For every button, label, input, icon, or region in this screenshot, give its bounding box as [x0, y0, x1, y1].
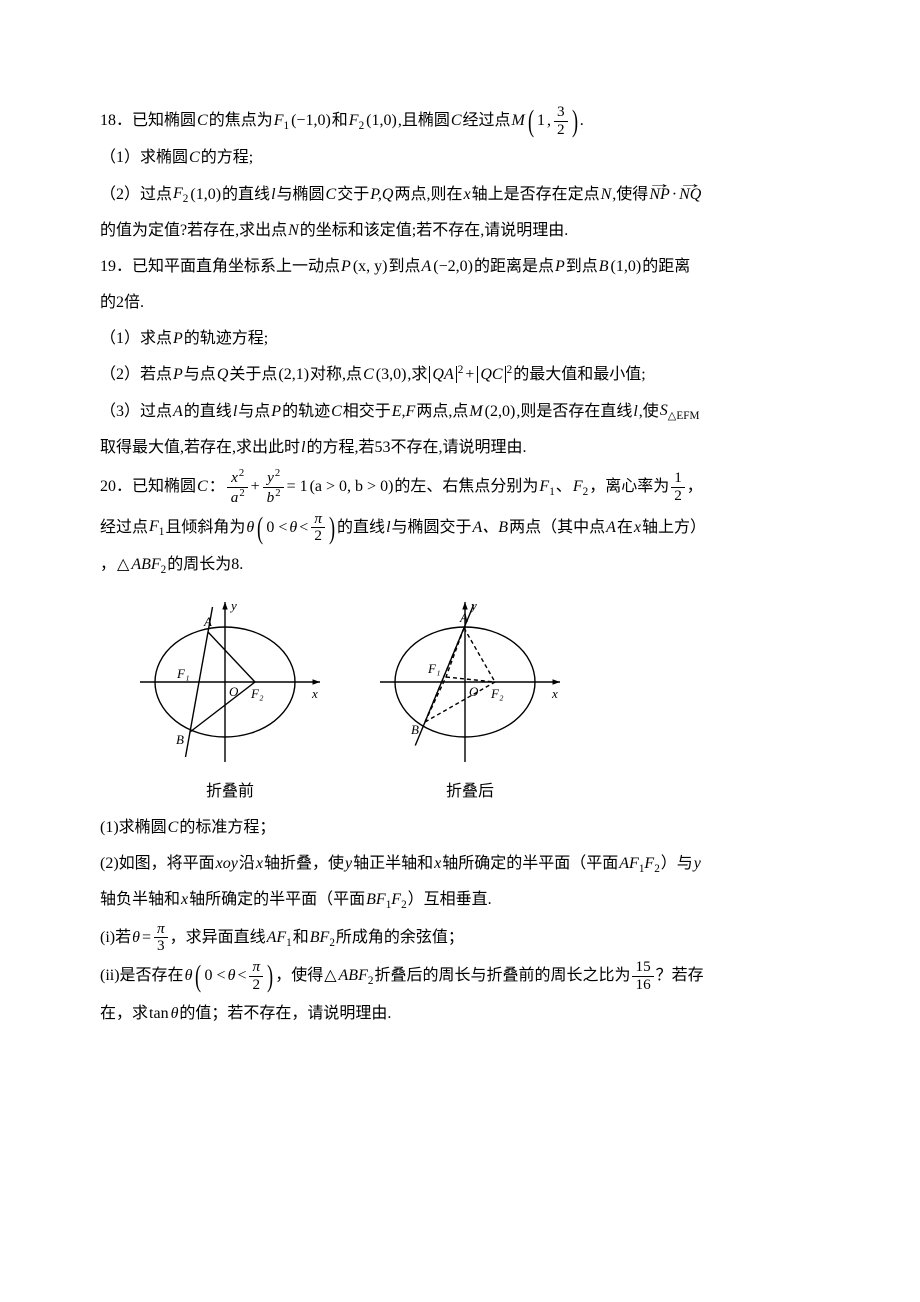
- q18-p1: （1）求椭圆 C 的方程;: [100, 142, 830, 174]
- q18-line1: 18． 已知椭圆 C 的焦点为 F1 (−1,0) 和 F2 (1,0) ,且椭…: [100, 104, 830, 138]
- svg-text:B: B: [411, 722, 419, 737]
- q19-num: 19．: [100, 251, 132, 283]
- q20-num: 20．: [100, 471, 132, 503]
- q20-pii-l1: (ii)是否存在 θ ( 0 < θ < π2 ) ，使得 △ ABF2 折叠后…: [100, 959, 830, 993]
- svg-text:F₁: F₁: [176, 666, 189, 681]
- ellipse-eq-y: y2 b2: [263, 468, 284, 507]
- q20-line2: 经过点 F1 且倾斜角为 θ ( 0 < θ < π2 ) 的直线 l 与椭圆交…: [100, 511, 830, 545]
- q19-p3-l2: 取得最大值,若存在,求出此时 l 的方程,若53不存在,请说明理由.: [100, 432, 830, 464]
- q18-p2-l2: 的值为定值?若存在,求出点 N 的坐标和该定值;若不存在,请说明理由.: [100, 215, 830, 247]
- q20-line3: ， △ ABF2 的周长为8.: [100, 549, 830, 582]
- q18-p2-l1: （2）过点 F2 (1,0) 的直线 l 与椭圆 C 交于 P,Q 两点,则在 …: [100, 178, 830, 211]
- eccentricity: 12: [671, 470, 685, 504]
- figure-after-fold: yxOABF₁F₂ 折叠后: [370, 592, 570, 808]
- svg-text:B: B: [176, 732, 184, 747]
- svg-text:F₂: F₂: [250, 686, 264, 701]
- svg-text:A: A: [459, 610, 468, 625]
- svg-text:x: x: [551, 686, 558, 701]
- q20-p2-l2: 轴负半轴和 x 轴所确定的半平面（平面 BF1F2 ）互相垂直.: [100, 884, 830, 917]
- svg-text:F₂: F₂: [490, 686, 504, 701]
- q20-pii-l2: 在，求 tan θ 的值；若不存在，请说明理由.: [100, 998, 830, 1030]
- q19-p3-l1: （3）过点 A 的直线 l 与点 P 的轨迹 C 相交于 E,F 两点,点 M …: [100, 395, 830, 428]
- q20-pi: (i)若 θ = π3 ，求异面直线 AF1 和 BF2 所成角的余弦值；: [100, 921, 830, 955]
- q19-p2: （2）若点 P 与点 Q 关于点 (2,1) 对称,点 C (3,0) ,求 Q…: [100, 359, 830, 391]
- svg-text:F₁: F₁: [427, 661, 440, 676]
- q18-num: 18．: [100, 105, 132, 137]
- svg-text:A: A: [203, 614, 212, 629]
- svg-text:y: y: [229, 598, 237, 613]
- svg-text:O: O: [229, 684, 239, 699]
- q19-p1: （1）求点 P 的轨迹方程;: [100, 323, 830, 355]
- vector-NQ: NQ: [678, 179, 702, 211]
- q19-line1: 19． 已知平面直角坐标系上一动点 P (x, y) 到点 A (−2,0) 的…: [100, 251, 830, 283]
- svg-text:y: y: [469, 598, 477, 613]
- figure-2-svg: y x O A B F₁ F₂: [370, 592, 570, 762]
- svg-text:O: O: [469, 684, 479, 699]
- ellipse-eq-x: x2 a2: [227, 468, 248, 507]
- q20-p1: (1)求椭圆 C 的标准方程；: [100, 812, 830, 844]
- q20-figures: yxOABF₁F₂ 折叠前 yxOABF₁F₂ 折叠后: [130, 592, 830, 808]
- q20-line1: 20． 已知椭圆 C ： x2 a2 + y2 b2 = 1 (a > 0, b…: [100, 468, 830, 507]
- q20-p2-l1: (2)如图，将平面 xoy 沿 x 轴折叠，使 y 轴正半轴和 x 轴所确定的半…: [100, 848, 830, 881]
- figure-before-fold: yxOABF₁F₂ 折叠前: [130, 592, 330, 808]
- svg-text:x: x: [311, 686, 318, 701]
- figure-1-svg: y x O A B F₁ F₂: [130, 592, 330, 762]
